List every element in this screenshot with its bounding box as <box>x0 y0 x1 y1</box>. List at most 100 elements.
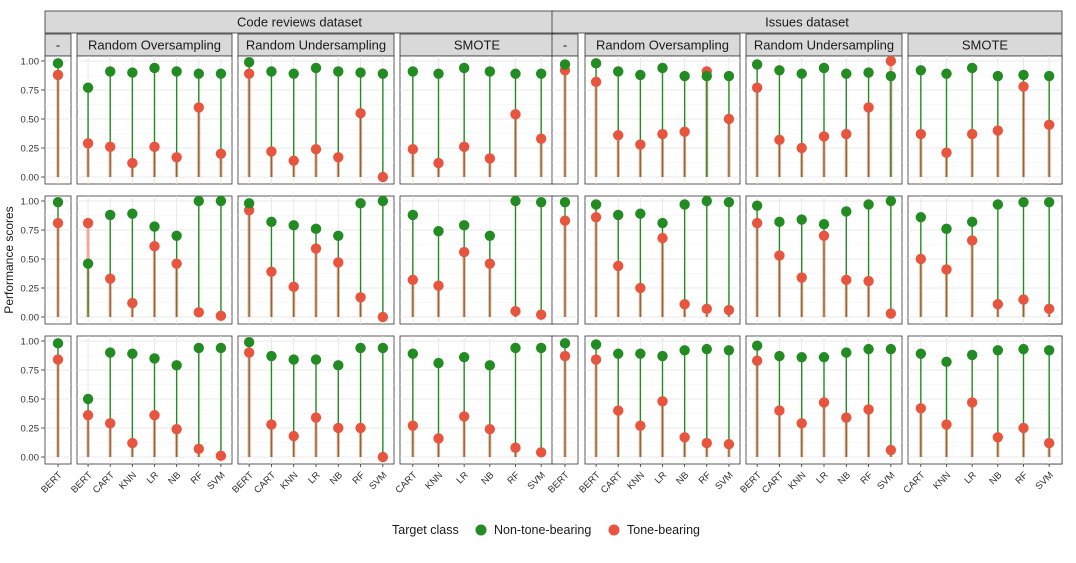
non-tone-bearing-point <box>613 209 624 221</box>
non-tone-bearing-point <box>590 58 602 69</box>
non-tone-bearing-point <box>193 195 204 207</box>
tone-bearing-point <box>105 418 116 429</box>
y-tick-label: 0.00 <box>21 173 40 184</box>
x-tick-label: RF <box>350 470 367 487</box>
non-tone-bearing-point <box>52 196 64 208</box>
tone-bearing-point <box>915 403 927 414</box>
non-tone-bearing-point <box>407 209 419 221</box>
tone-bearing-point <box>774 250 785 261</box>
tone-bearing-point <box>841 274 852 286</box>
non-tone-bearing-point <box>966 349 978 361</box>
panel-background <box>399 55 555 185</box>
tone-bearing-point <box>657 232 668 244</box>
non-tone-bearing-point <box>818 219 830 230</box>
non-tone-bearing-point <box>127 208 138 219</box>
x-tick-label: NB <box>479 470 496 487</box>
non-tone-bearing-point <box>127 67 138 78</box>
tone-bearing-point <box>941 419 952 430</box>
non-tone-bearing-point <box>377 342 389 354</box>
non-tone-bearing-point <box>484 360 496 371</box>
tone-bearing-point <box>288 430 299 442</box>
non-tone-bearing-point <box>171 360 182 371</box>
tone-bearing-point <box>407 420 419 431</box>
non-tone-bearing-point <box>774 350 785 362</box>
x-tick-label: CART <box>394 470 420 496</box>
legend-marker <box>608 524 620 536</box>
y-tick-label: 0.50 <box>21 255 40 266</box>
non-tone-bearing-point <box>433 357 444 369</box>
tone-bearing-point <box>590 212 602 223</box>
x-tick-label: CART <box>91 470 117 496</box>
tone-bearing-point <box>310 243 322 254</box>
x-tick-label: NB <box>328 470 345 487</box>
non-tone-bearing-point <box>535 68 547 79</box>
tone-bearing-point <box>559 215 571 226</box>
x-tick-label: LR <box>814 470 830 486</box>
non-tone-bearing-point <box>590 339 602 350</box>
y-tick-label: 0.75 <box>21 86 40 97</box>
non-tone-bearing-point <box>992 199 1004 210</box>
non-tone-bearing-point <box>193 68 204 79</box>
tone-bearing-point <box>723 113 735 125</box>
tone-bearing-point <box>941 147 952 158</box>
y-tick-label: 0.75 <box>21 226 40 237</box>
tone-bearing-point <box>723 439 735 450</box>
non-tone-bearing-point <box>333 66 344 77</box>
non-tone-bearing-point <box>941 223 952 235</box>
tone-bearing-point <box>82 410 94 421</box>
tone-bearing-point <box>535 309 547 320</box>
non-tone-bearing-point <box>751 340 763 351</box>
tone-bearing-point <box>52 217 64 229</box>
non-tone-bearing-point <box>171 230 182 241</box>
tone-bearing-point <box>635 139 646 150</box>
tone-bearing-point <box>657 128 668 140</box>
non-tone-bearing-point <box>215 342 227 354</box>
x-tick-label: LR <box>145 470 161 486</box>
tone-bearing-point <box>484 423 496 435</box>
tone-bearing-point <box>149 141 160 153</box>
non-tone-bearing-point <box>863 199 874 210</box>
non-tone-bearing-point <box>288 354 299 365</box>
x-tick-label: CART <box>252 470 278 496</box>
panel-background <box>907 335 1063 465</box>
panel-background <box>907 195 1063 325</box>
non-tone-bearing-point <box>82 82 94 93</box>
tone-bearing-point <box>915 253 927 265</box>
tone-bearing-point <box>377 451 389 463</box>
tone-bearing-point <box>407 274 419 286</box>
non-tone-bearing-point <box>407 348 419 359</box>
tone-bearing-point <box>885 55 897 67</box>
non-tone-bearing-point <box>510 195 521 207</box>
tone-bearing-point <box>701 303 712 315</box>
tone-bearing-point <box>333 152 344 163</box>
non-tone-bearing-point <box>679 199 690 210</box>
method-strip-label: Random Oversampling <box>596 38 729 53</box>
non-tone-bearing-point <box>333 230 344 241</box>
tone-bearing-point <box>266 266 277 277</box>
tone-bearing-point <box>266 419 277 430</box>
tone-bearing-point <box>1043 303 1055 315</box>
non-tone-bearing-point <box>915 65 927 76</box>
non-tone-bearing-point <box>355 67 366 78</box>
x-tick-label: BERT <box>39 470 65 496</box>
non-tone-bearing-point <box>915 348 927 359</box>
non-tone-bearing-point <box>266 216 277 228</box>
tone-bearing-point <box>796 418 807 429</box>
non-tone-bearing-point <box>105 209 116 221</box>
tone-bearing-point <box>1043 119 1055 130</box>
non-tone-bearing-point <box>796 352 807 363</box>
tone-bearing-point <box>751 82 763 93</box>
tone-bearing-point <box>171 152 182 163</box>
non-tone-bearing-point <box>193 342 204 354</box>
tone-bearing-point <box>484 153 496 164</box>
tone-bearing-point <box>193 102 204 113</box>
tone-bearing-point <box>796 272 807 283</box>
non-tone-bearing-point <box>885 195 897 207</box>
non-tone-bearing-point <box>915 212 927 223</box>
tone-bearing-point <box>215 450 227 462</box>
tone-bearing-point <box>885 308 897 319</box>
non-tone-bearing-point <box>701 70 712 82</box>
tone-bearing-point <box>82 217 94 229</box>
non-tone-bearing-point <box>288 220 299 231</box>
